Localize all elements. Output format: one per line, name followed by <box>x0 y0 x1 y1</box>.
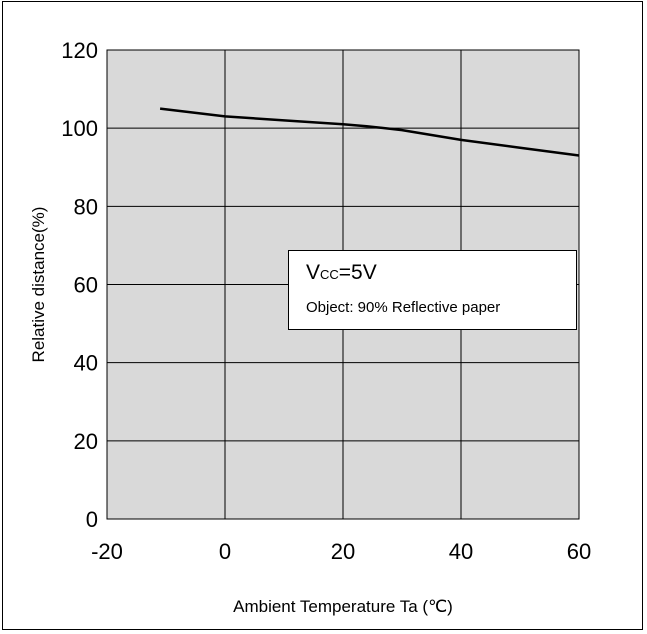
conditions-box: VCC=5V Object: 90% Reflective paper <box>288 250 577 330</box>
object-label: Object: 90% Reflective paper <box>306 299 501 316</box>
vcc-prefix: V <box>306 261 321 284</box>
x-tick-label: 20 <box>331 539 355 564</box>
series-line <box>159 107 580 157</box>
x-tick-label: 40 <box>449 539 473 564</box>
vcc-value: =5V <box>338 261 377 284</box>
x-tick-label: 60 <box>567 539 591 564</box>
y-tick-label: 0 <box>86 507 98 532</box>
vcc-subscript: CC <box>320 267 339 282</box>
y-tick-label: 60 <box>74 273 98 298</box>
y-tick-label: 80 <box>74 194 98 219</box>
x-tick-label: -20 <box>91 539 123 564</box>
supply-voltage-label: VCC=5V <box>306 261 377 285</box>
y-tick-label: 40 <box>74 351 98 376</box>
y-tick-label: 100 <box>61 116 98 141</box>
x-tick-label: 0 <box>219 539 231 564</box>
y-axis-title: Relative distance(%) <box>29 207 48 363</box>
plot-border <box>106 49 580 520</box>
x-axis-title: Ambient Temperature Ta (℃) <box>233 597 453 616</box>
y-tick-label: 20 <box>74 429 98 454</box>
y-tick-label: 120 <box>61 38 98 63</box>
